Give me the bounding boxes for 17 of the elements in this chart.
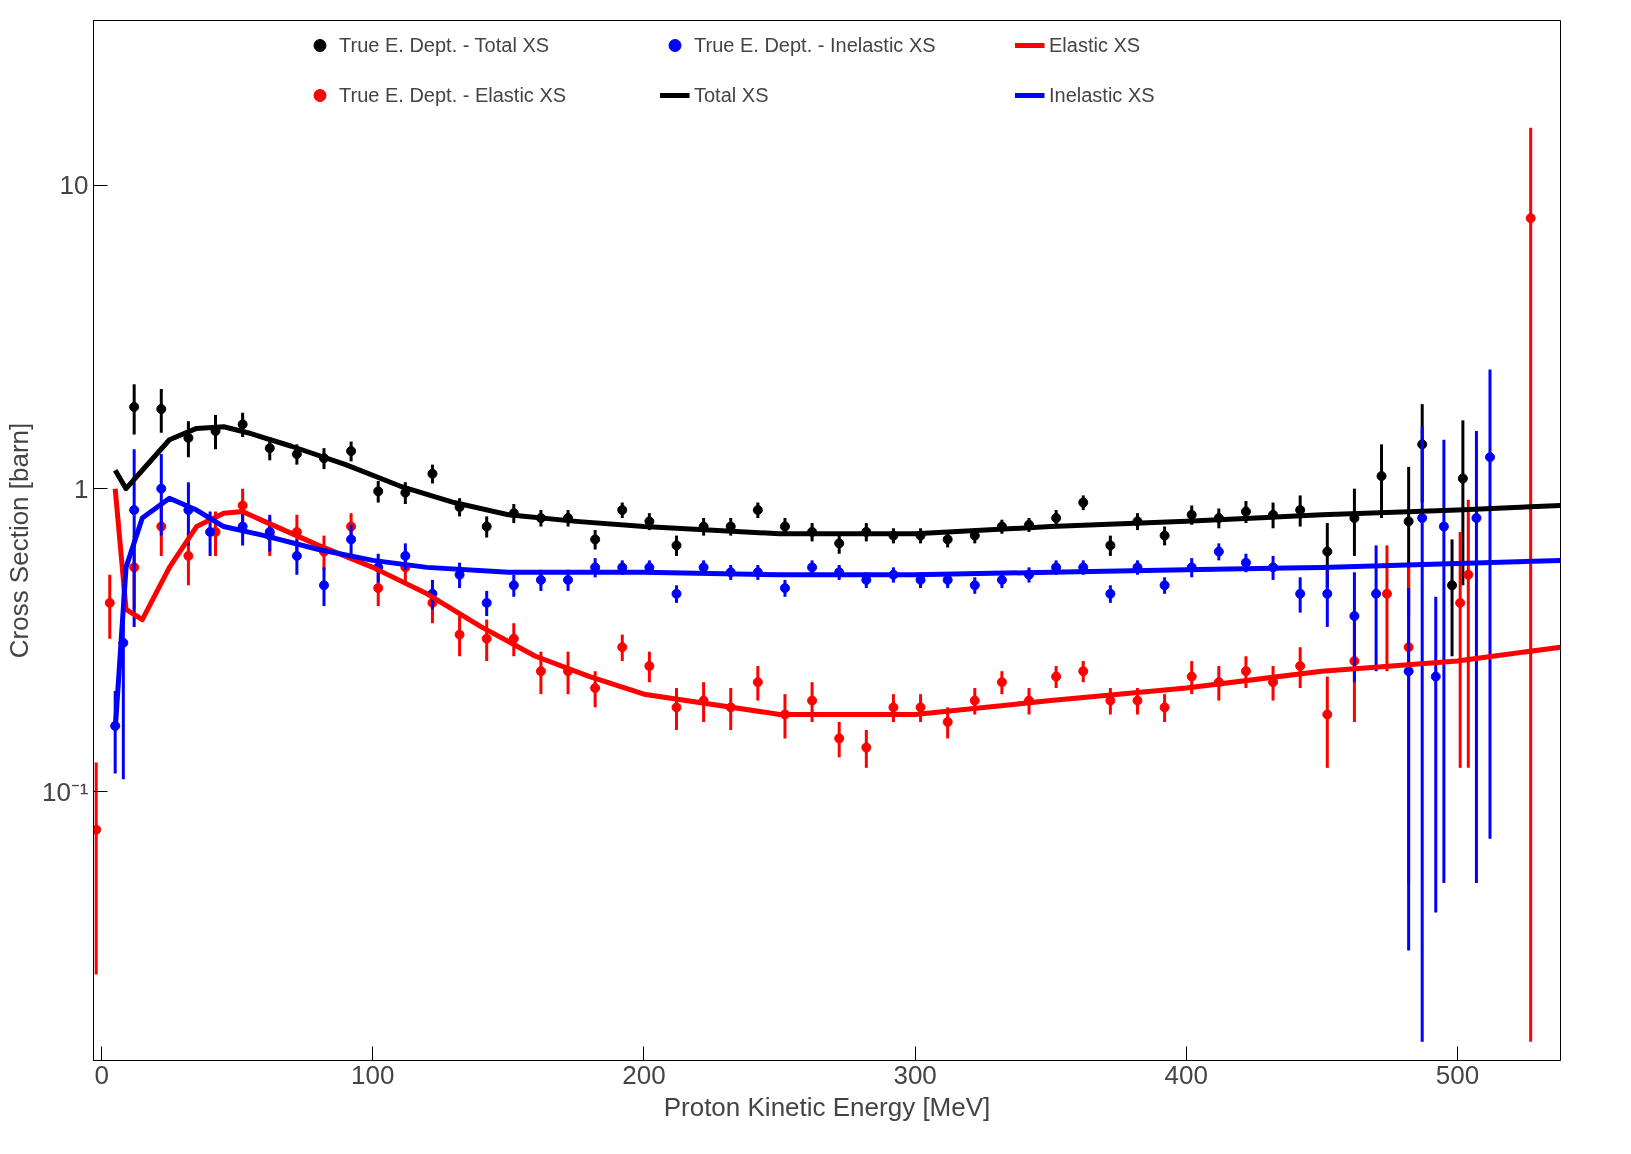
y-tick-label: 10	[59, 170, 89, 201]
y-axis-title: Cross Section [barn]	[3, 422, 34, 659]
legend-label: True E. Dept. - Inelastic XS	[694, 33, 937, 57]
legend-label: Total XS	[694, 83, 770, 107]
x-axis-title: Proton Kinetic Energy [MeV]	[663, 1091, 991, 1122]
x-tick-label: 500	[1435, 1059, 1480, 1090]
y-tick-label: 1	[74, 473, 89, 504]
x-tick-label: 0	[94, 1059, 109, 1090]
x-tick-label: 200	[622, 1059, 666, 1090]
y-tick-label: 10⁻¹	[41, 776, 89, 807]
legend-label: Inelastic XS	[1049, 83, 1156, 107]
x-tick-label: 300	[893, 1059, 937, 1090]
legend-label: Elastic XS	[1049, 33, 1142, 57]
legend-label: True E. Dept. - Elastic XS	[339, 83, 568, 107]
x-tick-label: 400	[1164, 1059, 1208, 1090]
legend-label: True E. Dept. - Total XS	[339, 33, 551, 57]
x-tick-label: 100	[351, 1059, 395, 1090]
